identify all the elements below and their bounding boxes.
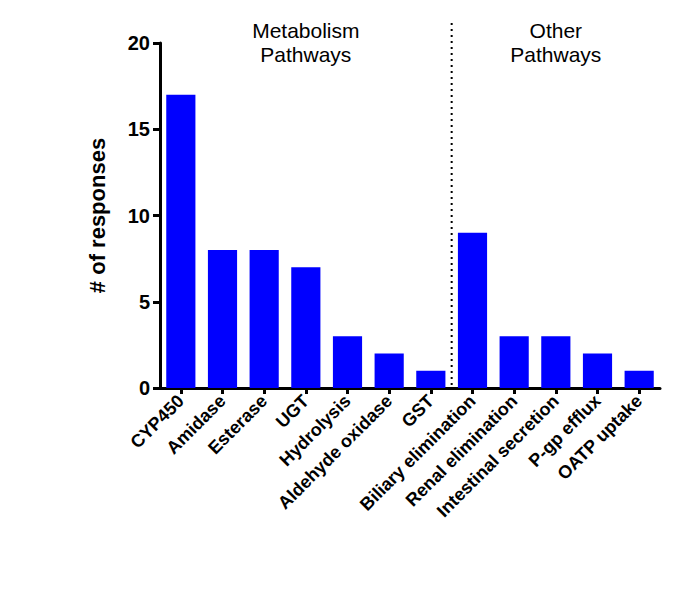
svg-text:OATP uptake: OATP uptake <box>553 391 646 484</box>
svg-text:CYP450: CYP450 <box>126 390 188 453</box>
svg-text:15: 15 <box>128 118 150 140</box>
svg-text:Metabolism: Metabolism <box>252 19 359 42</box>
svg-text:Renal elimination: Renal elimination <box>401 390 522 511</box>
svg-text:Pathways: Pathways <box>510 43 601 66</box>
svg-text:Hydrolysis: Hydrolysis <box>275 390 355 471</box>
svg-text:5: 5 <box>139 291 150 313</box>
svg-text:Esterase: Esterase <box>204 391 271 458</box>
svg-text:GST: GST <box>397 390 438 432</box>
svg-text:10: 10 <box>128 205 150 227</box>
svg-text:Aldehyde oxidase: Aldehyde oxidase <box>274 390 397 514</box>
svg-text:UGT: UGT <box>271 390 313 432</box>
svg-text:Intestinal secretion: Intestinal secretion <box>432 390 563 521</box>
svg-text:# of responses: # of responses <box>85 138 110 293</box>
svg-text:P-gp efflux: P-gp efflux <box>524 390 605 471</box>
svg-text:Amidase: Amidase <box>162 390 230 459</box>
svg-text:Other: Other <box>530 19 583 42</box>
svg-text:0: 0 <box>139 377 150 399</box>
svg-text:Pathways: Pathways <box>260 43 351 66</box>
svg-text:20: 20 <box>128 32 150 54</box>
svg-text:Biliary elimination: Biliary elimination <box>355 390 480 515</box>
